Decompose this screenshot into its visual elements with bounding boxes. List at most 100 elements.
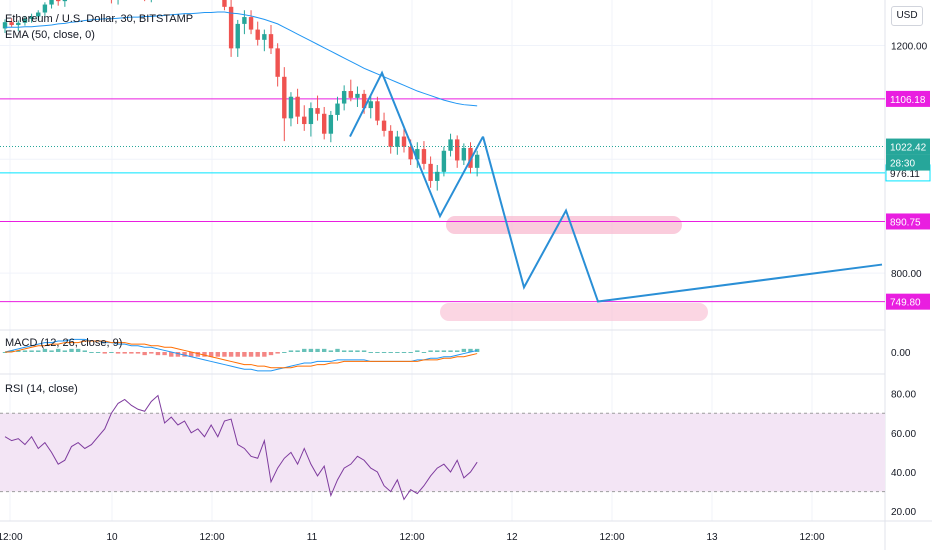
candle-body [222, 0, 227, 7]
ema-line [5, 11, 478, 107]
macd-histogram-bar [461, 348, 467, 352]
projection-line[interactable] [482, 136, 883, 303]
macd-histogram-bar [302, 348, 307, 352]
time-tick-label: 10 [106, 532, 118, 543]
macd-histogram-bar [62, 350, 68, 352]
currency-button[interactable]: USD [891, 6, 923, 26]
macd-histogram-bar [9, 350, 14, 352]
candle-body [441, 150, 447, 172]
candle-body [235, 23, 240, 49]
time-tick-label: 12:00 [599, 532, 624, 543]
rsi-tick-label: 80.00 [891, 390, 916, 401]
candle-body [361, 93, 367, 109]
price-tick-label: 1200.00 [891, 42, 928, 53]
macd-histogram-bar [255, 352, 260, 357]
time-axis[interactable]: 12:00 10 12:00 11 12:00 12 12:00 13 12:00 [0, 532, 825, 543]
ema-legend: EMA (50, close, 0) [5, 29, 95, 41]
candle-body [322, 113, 327, 134]
candle-body [242, 17, 247, 24]
macd-histogram-bar [322, 348, 327, 352]
rsi-line [4, 394, 478, 501]
macd-histogram-bar [189, 352, 194, 357]
candle-body [9, 22, 14, 26]
candle-body [42, 4, 48, 13]
candle-body [375, 101, 380, 121]
macd-histogram-bar [401, 352, 407, 353]
macd-histogram-bar [441, 350, 447, 352]
candle-body [255, 29, 260, 40]
macd-histogram-bar [89, 352, 94, 353]
macd-histogram-bar [16, 350, 21, 352]
macd-histogram-bar [56, 348, 61, 352]
macd-histogram-bar [395, 352, 400, 353]
candle-body [355, 93, 360, 98]
candle-body [248, 17, 254, 30]
macd-histogram-bar [474, 348, 480, 352]
time-tick-label: 12:00 [0, 532, 23, 543]
macd-histogram-bar [355, 350, 360, 352]
macd-histogram-bar [155, 352, 161, 356]
last-price-tag: 1022.42 [890, 143, 927, 154]
macd-histogram-bar [335, 348, 340, 352]
candle-body [62, 0, 68, 2]
zigzag-line[interactable] [349, 70, 484, 219]
macd-histogram-bar [328, 350, 334, 352]
candle-body [16, 22, 21, 26]
candle-body [395, 136, 400, 147]
macd-series [2, 338, 480, 372]
macd-histogram-bar [215, 352, 220, 357]
price-axis[interactable]: 1200.00 800.00 0.00 80.00 60.00 40.00 20.00 [891, 42, 928, 519]
candle-body [56, 0, 61, 2]
countdown-tag-bg [886, 154, 930, 171]
macd-histogram-bar [102, 352, 107, 354]
candle-body [421, 149, 427, 164]
macd-tick-label: 0.00 [891, 348, 911, 359]
candle-body [328, 114, 334, 134]
macd-histogram-bar [268, 352, 274, 356]
time-tick-label: 13 [706, 532, 718, 543]
macd-histogram-bar [69, 348, 74, 352]
macd-histogram-bar [202, 352, 207, 357]
candle-body [308, 108, 314, 125]
macd-histogram-bar [455, 350, 460, 352]
candle-body [275, 48, 280, 77]
level-tag-label: 749.80 [890, 298, 921, 309]
horizontal-levels [0, 98, 885, 303]
rsi-band [0, 413, 885, 492]
candle-body [368, 101, 373, 109]
level-tag-bg [886, 90, 930, 107]
macd-histogram-bar [29, 350, 34, 352]
macd-histogram-bar [408, 352, 413, 353]
highlight-zone-lower [440, 303, 708, 321]
candle-body [29, 16, 34, 19]
macd-histogram-bar [375, 352, 380, 353]
macd-histogram-bar [182, 352, 187, 357]
candle-body [302, 116, 307, 125]
candlestick-series [2, 0, 480, 191]
level-tag-label: 976.11 [890, 169, 920, 180]
macd-histogram-bar [428, 350, 433, 352]
candle-body [388, 130, 393, 147]
candle-body [428, 163, 433, 181]
macd-histogram-bar [208, 352, 214, 357]
grid-lines [0, 0, 885, 521]
macd-histogram-bar [228, 352, 234, 357]
candle-body [348, 91, 353, 98]
macd-histogram-bar [288, 350, 294, 352]
candle-body [288, 96, 294, 119]
macd-histogram-bar [195, 352, 201, 357]
level-tag-bg [886, 293, 930, 310]
macd-histogram-bar [22, 350, 28, 352]
rsi-tick-label: 20.00 [891, 507, 916, 518]
candle-body [315, 108, 320, 114]
macd-histogram-bar [315, 348, 320, 352]
rsi-tick-label: 60.00 [891, 429, 916, 440]
rsi-legend: RSI (14, close) [5, 383, 78, 395]
macd-histogram-bar [115, 352, 121, 354]
price-tick-label: 800.00 [891, 269, 922, 280]
macd-histogram-bar [129, 352, 134, 354]
level-tag-bg [886, 213, 930, 230]
macd-histogram-bar [415, 350, 420, 352]
macd-histogram-bar [468, 348, 473, 352]
